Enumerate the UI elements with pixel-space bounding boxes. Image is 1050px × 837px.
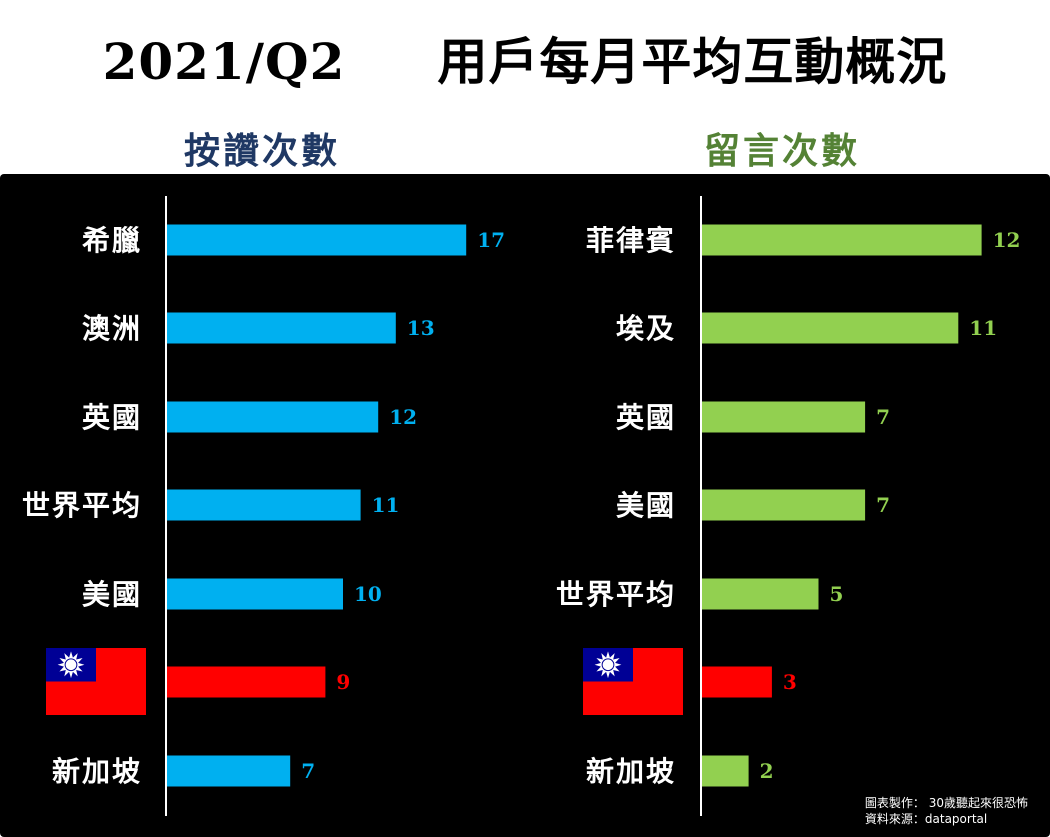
likes-category-label: 希臘 [82, 224, 142, 257]
comments-bar [702, 666, 772, 698]
chart-panel: 17 希臘 13 澳洲 12 英國 11 世界平均 10 美國 9 7 新加坡 12 菲律賓 11 埃及 7 英國 7… [0, 174, 1050, 837]
likes-bar [167, 224, 467, 256]
comments-category-label: 菲律賓 [586, 224, 676, 257]
comments-bar [702, 755, 749, 787]
likes-value-label: 12 [389, 405, 417, 429]
likes-bar [167, 666, 326, 698]
comments-category-label: 世界平均 [556, 578, 676, 611]
footer-credits: 圖表製作： 30歲聽起來很恐怖 資料來源：dataportal [865, 795, 1028, 827]
comments-value-label: 7 [876, 493, 890, 517]
comments-value-label: 5 [830, 582, 844, 606]
comments-bar [702, 401, 866, 433]
comments-bar [702, 578, 819, 610]
likes-bar [167, 489, 361, 521]
likes-value-label: 11 [372, 493, 400, 517]
comments-category-label: 英國 [616, 401, 676, 434]
comments-value-label: 2 [760, 759, 774, 783]
likes-category-label: 美國 [82, 578, 142, 611]
comments-value-label: 11 [969, 316, 997, 340]
likes-chart-title: 按讚次數 [183, 130, 340, 172]
comments-chart-title: 留言次數 [703, 130, 860, 172]
likes-value-label: 7 [301, 759, 315, 783]
page-title: 2021/Q2 用戶每月平均互動概況 [102, 32, 948, 91]
likes-bar [167, 312, 396, 344]
likes-category-label: 新加坡 [52, 755, 142, 788]
comments-category-label: 美國 [616, 489, 676, 522]
footer-source-line: 資料來源：dataportal [864, 812, 988, 826]
comments-taiwan-flag-icon [583, 648, 683, 715]
comments-value-label: 3 [783, 670, 797, 694]
comments-value-label: 7 [876, 405, 890, 429]
likes-category-label: 世界平均 [22, 489, 142, 522]
likes-value-label: 9 [336, 670, 350, 694]
likes-bar [167, 401, 379, 433]
comments-bar [702, 224, 982, 256]
charts-canvas: 17 希臘 13 澳洲 12 英國 11 世界平均 10 美國 9 7 新加坡 12 菲律賓 11 埃及 7 英國 7… [22, 196, 1021, 816]
likes-bar [167, 755, 291, 787]
likes-value-label: 13 [407, 316, 435, 340]
comments-category-label: 新加坡 [586, 755, 676, 788]
likes-category-label: 英國 [82, 401, 142, 434]
comments-bar [702, 489, 866, 521]
likes-value-label: 17 [477, 228, 505, 252]
comments-category-label: 埃及 [616, 312, 676, 345]
likes-bar [167, 578, 343, 610]
comments-value-label: 12 [993, 228, 1021, 252]
likes-taiwan-flag-icon [46, 648, 146, 715]
likes-category-label: 澳洲 [82, 312, 142, 345]
footer-credit-line: 圖表製作： 30歲聽起來很恐怖 [864, 796, 1028, 810]
comments-bar [702, 312, 959, 344]
likes-value-label: 10 [354, 582, 382, 606]
